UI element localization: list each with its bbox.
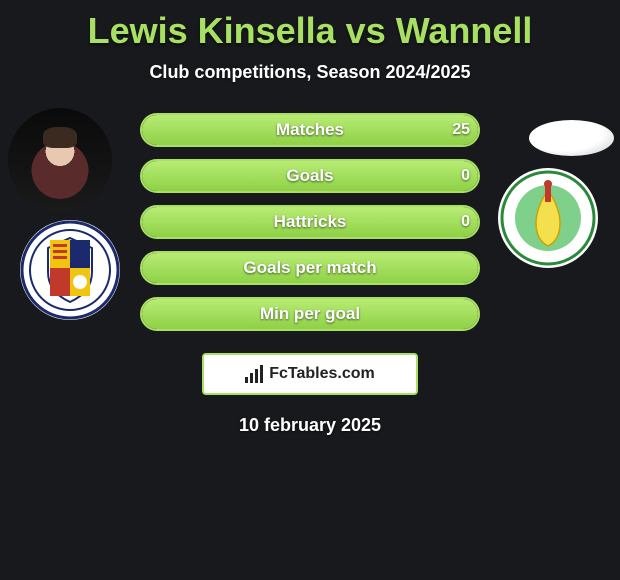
stat-value-left: 25 (452, 121, 470, 139)
brand-text: FcTables.com (269, 365, 375, 383)
stat-label: Hattricks (274, 212, 347, 232)
stat-value-left: 0 (461, 167, 470, 185)
shield-icon (498, 168, 598, 268)
stat-label: Goals (286, 166, 333, 186)
shield-icon (20, 220, 120, 320)
stat-value-left: 0 (461, 213, 470, 231)
stat-row-hattricks: Hattricks 0 (140, 205, 480, 239)
bar-chart-icon (245, 365, 263, 383)
date-label: 10 february 2025 (0, 415, 620, 436)
player-right-avatar (529, 120, 614, 156)
club-right-crest (498, 168, 598, 268)
subtitle: Club competitions, Season 2024/2025 (0, 62, 620, 83)
stat-row-matches: Matches 25 (140, 113, 480, 147)
stat-row-min-per-goal: Min per goal (140, 297, 480, 331)
stats-container: Matches 25 Goals 0 Hattricks 0 Goals per… (140, 113, 480, 331)
stat-row-goals-per-match: Goals per match (140, 251, 480, 285)
stat-row-goals: Goals 0 (140, 159, 480, 193)
stat-label: Goals per match (243, 258, 376, 278)
stat-label: Matches (276, 120, 344, 140)
club-left-crest (20, 220, 120, 320)
page-title: Lewis Kinsella vs Wannell (0, 0, 620, 52)
player-left-avatar (8, 108, 112, 212)
stat-label: Min per goal (260, 304, 360, 324)
brand-badge: FcTables.com (202, 353, 418, 395)
